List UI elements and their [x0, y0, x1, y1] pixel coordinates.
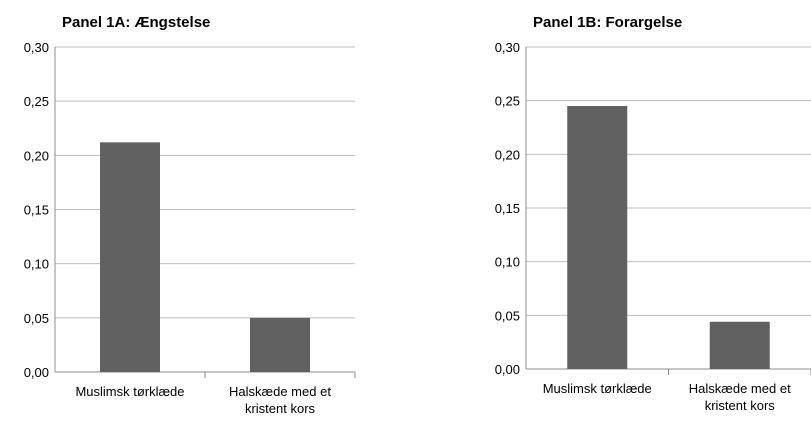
x-category-label-line: Muslimsk tørklæde	[543, 381, 652, 396]
chart-panel-2: Panel 1B: Forargelse 0,00 0,05 0,10 0,15 0,20…	[495, 14, 811, 413]
y-tick-label: 0,10	[495, 255, 520, 270]
bar-halskaede-kristent-kors	[250, 317, 310, 372]
y-tick-label: 0,20	[24, 148, 49, 163]
y-tick-label: 0,05	[24, 311, 49, 326]
x-category-label-line: kristent kors	[705, 398, 776, 413]
y-tick-label: 0,00	[24, 365, 49, 380]
y-tick-label: 0,30	[24, 40, 49, 55]
x-category-label: Halskæde med et kristent kors	[689, 381, 791, 413]
bar-muslimsk-torklaede	[567, 106, 628, 370]
chart-title: Panel 1A: Ængstelse	[62, 14, 210, 31]
x-category-label: Muslimsk tørklæde	[75, 384, 184, 399]
y-tick-label: 0,05	[495, 308, 520, 323]
y-tick-label: 0,25	[495, 94, 520, 109]
y-tick-label: 0,30	[495, 40, 520, 55]
x-category-label: Muslimsk tørklæde	[543, 381, 652, 396]
chart-panel-1: Panel 1A: Ængstelse 0,00 0,05 0,10 0,15 0,20 0…	[24, 14, 356, 416]
bar-halskaede-kristent-kors	[709, 321, 770, 369]
x-category-label-line: kristent kors	[245, 401, 316, 416]
x-category-label-line: Muslimsk tørklæde	[75, 384, 184, 399]
y-tick-label: 0,15	[495, 201, 520, 216]
y-tick-label: 0,10	[24, 257, 49, 272]
y-tick-label: 0,20	[495, 147, 520, 162]
y-tick-label: 0,00	[495, 362, 520, 377]
y-tick-label: 0,15	[24, 203, 49, 218]
y-tick-label: 0,25	[24, 94, 49, 109]
x-category-label-line: Halskæde med et	[229, 384, 331, 399]
x-category-label-line: Halskæde med et	[689, 381, 791, 396]
x-category-label: Halskæde med et kristent kors	[229, 384, 331, 416]
chart-title: Panel 1B: Forargelse	[533, 14, 682, 31]
bar-muslimsk-torklaede	[100, 142, 160, 372]
